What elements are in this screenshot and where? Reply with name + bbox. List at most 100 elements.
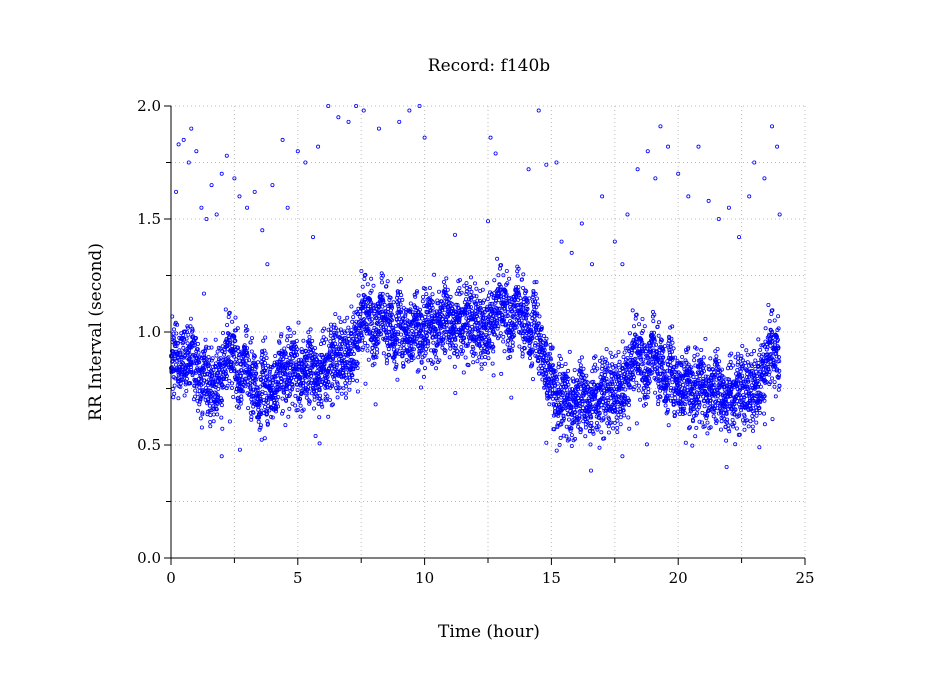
data-point xyxy=(419,360,424,365)
data-point xyxy=(261,372,266,377)
data-point xyxy=(239,394,244,399)
data-point xyxy=(406,324,411,329)
data-point xyxy=(634,421,639,426)
data-point xyxy=(477,308,482,313)
data-point xyxy=(203,337,208,342)
data-point xyxy=(385,292,390,297)
data-point xyxy=(453,343,458,348)
data-point xyxy=(746,424,751,429)
data-point xyxy=(396,313,401,318)
data-point xyxy=(478,305,483,310)
data-point xyxy=(726,426,731,431)
data-point xyxy=(305,364,310,369)
data-point xyxy=(515,273,520,278)
data-point xyxy=(177,357,182,362)
data-point xyxy=(450,302,455,307)
data-point xyxy=(245,327,250,332)
data-point xyxy=(462,336,467,341)
data-point xyxy=(751,428,756,433)
data-point xyxy=(351,336,356,341)
data-point xyxy=(651,343,656,348)
data-point xyxy=(563,361,568,366)
data-point xyxy=(267,371,272,376)
data-point xyxy=(651,334,656,339)
data-point xyxy=(530,336,535,341)
data-point xyxy=(412,292,417,297)
data-point xyxy=(630,308,635,313)
data-point xyxy=(437,317,442,322)
data-point xyxy=(711,380,716,385)
data-point xyxy=(306,353,311,358)
data-point xyxy=(601,416,606,421)
data-point xyxy=(469,289,474,294)
data-point xyxy=(745,352,750,357)
data-point xyxy=(464,281,469,286)
data-point xyxy=(692,358,697,363)
data-point xyxy=(184,388,189,393)
data-point xyxy=(234,387,239,392)
data-point xyxy=(480,287,485,292)
data-point xyxy=(295,347,300,352)
data-point xyxy=(386,322,391,327)
data-point xyxy=(431,340,436,345)
data-point xyxy=(534,296,539,301)
data-point xyxy=(481,298,486,303)
data-point xyxy=(744,348,749,353)
data-point xyxy=(603,372,608,377)
data-point xyxy=(381,299,386,304)
data-point xyxy=(524,289,529,294)
data-point xyxy=(346,336,351,341)
data-point xyxy=(284,398,289,403)
data-point xyxy=(590,369,595,374)
data-point xyxy=(532,318,537,323)
data-point xyxy=(210,356,215,361)
data-point xyxy=(737,374,742,379)
data-point xyxy=(615,425,620,430)
data-point xyxy=(694,425,699,430)
data-point xyxy=(570,412,575,417)
data-point xyxy=(605,361,610,366)
data-point xyxy=(627,331,632,336)
data-point xyxy=(287,327,292,332)
data-point xyxy=(424,292,429,297)
data-point xyxy=(213,384,218,389)
data-point xyxy=(214,383,219,388)
data-point xyxy=(320,404,325,409)
data-point xyxy=(581,366,586,371)
data-point xyxy=(373,306,378,311)
data-point xyxy=(251,387,256,392)
data-point xyxy=(745,360,750,365)
data-point xyxy=(735,351,740,356)
data-point xyxy=(539,338,544,343)
data-point xyxy=(559,402,564,407)
data-point xyxy=(244,333,249,338)
data-point xyxy=(347,351,352,356)
data-point xyxy=(603,357,608,362)
data-point xyxy=(749,368,754,373)
data-point xyxy=(712,410,717,415)
data-point xyxy=(263,368,268,373)
data-point xyxy=(663,403,668,408)
data-point xyxy=(751,403,756,408)
data-point xyxy=(350,349,355,354)
data-point xyxy=(391,327,396,332)
data-point xyxy=(731,424,736,429)
data-point xyxy=(414,317,419,322)
data-point xyxy=(369,349,374,354)
data-point xyxy=(548,342,553,347)
data-point xyxy=(673,395,678,400)
data-point xyxy=(439,299,444,304)
data-point xyxy=(655,395,660,400)
data-point xyxy=(629,368,634,373)
data-point xyxy=(359,333,364,338)
data-point xyxy=(719,419,724,424)
data-point xyxy=(604,347,609,352)
data-point xyxy=(213,337,218,342)
data-point xyxy=(199,425,204,430)
data-point xyxy=(371,283,376,288)
data-point xyxy=(510,340,515,345)
data-point xyxy=(690,371,695,376)
data-point xyxy=(634,312,639,317)
data-point xyxy=(205,397,210,402)
data-point xyxy=(292,374,297,379)
